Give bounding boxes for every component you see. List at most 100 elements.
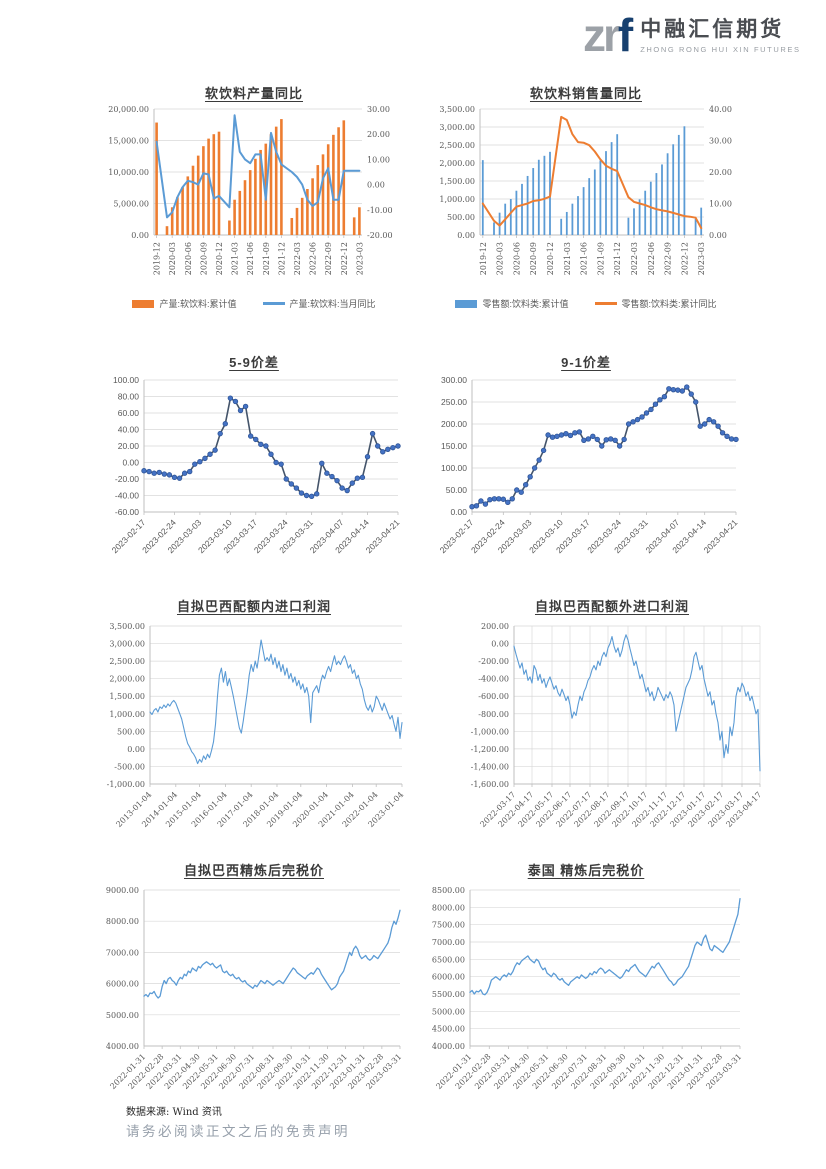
- svg-text:6000.00: 6000.00: [432, 973, 465, 982]
- legend-item: 产量:软饮料:当月同比: [262, 297, 376, 310]
- brazil-inquota-profit-chart: 3,500.00 3,000.00 2,500.00 2,000.00 1,500.00…: [107, 622, 406, 829]
- figure-5-9-spread: 5-9价差 100.00 80.00 60.00 40.00 20.00 0.00 -20.…: [96, 352, 412, 575]
- figure-brazil-refined-price: 自拟巴西精炼后完税价 9000.00 8000.00 7000.00 6000.00 5…: [96, 860, 412, 1113]
- figure-sales-yoy: 软饮料销售量同比 3,500.00 3,000.00 2,500.00 2,000.0…: [420, 83, 752, 310]
- svg-text:2020-12: 2020-12: [546, 242, 555, 275]
- legend-swatch-bar: [455, 299, 478, 308]
- figure-brazil-outquota-profit: 自拟巴西配额外进口利润 200.00 0.00 -200.00 -400.00 -600…: [452, 596, 772, 855]
- svg-text:-20.00: -20.00: [115, 474, 139, 484]
- svg-text:-1,400.00: -1,400.00: [471, 762, 509, 771]
- chart-legend: 零售额:饮料类:累计值 零售额:饮料类:累计同比: [420, 297, 752, 310]
- svg-text:8000.00: 8000.00: [106, 917, 139, 926]
- chart-title-brazil-outquota-profit: 自拟巴西配额外进口利润: [534, 599, 689, 614]
- svg-text:1,000.00: 1,000.00: [439, 195, 475, 204]
- svg-text:7000.00: 7000.00: [106, 948, 139, 957]
- legend-label: 产量:软饮料:当月同比: [289, 299, 376, 309]
- svg-text:9000.00: 9000.00: [106, 886, 139, 895]
- svg-text:60.00: 60.00: [118, 408, 140, 418]
- figure-thailand-refined-price: 泰国 精炼后完税价 8500.00 8000.00 7500.00 7000.00 65…: [420, 860, 752, 1113]
- logo-name-en: ZHONG RONG HUI XIN FUTURES: [640, 44, 801, 54]
- svg-text:2022-12: 2022-12: [680, 242, 689, 275]
- svg-text:2,500.00: 2,500.00: [439, 141, 475, 150]
- 9-1-spread-chart: 300.00 250.00 200.00 150.00 100.00 50.00 0.00 2…: [438, 375, 740, 555]
- svg-text:2020-06: 2020-06: [512, 242, 521, 275]
- company-logo: zrf 中融汇信期货 ZHONG RONG HUI XIN FUTURES: [583, 10, 801, 60]
- svg-text:5500.00: 5500.00: [432, 990, 465, 999]
- svg-text:-800.00: -800.00: [478, 710, 509, 719]
- production-yoy-chart: 20,000.00 15,000.00 10,000.00 5,000.00 0.00 3…: [108, 105, 393, 275]
- svg-text:0.00: 0.00: [457, 231, 475, 240]
- chart-title-9-1-spread: 9-1价差: [561, 355, 611, 370]
- svg-text:2023-03: 2023-03: [697, 242, 706, 275]
- data-source-note: 数据来源: Wind 资讯: [126, 1107, 222, 1118]
- figure-9-1-spread: 9-1价差 300.00 250.00 200.00 150.00 100.00 50.0…: [420, 352, 752, 575]
- legend-item: 零售额:饮料类:累计同比: [594, 297, 717, 310]
- svg-text:100.00: 100.00: [113, 375, 139, 385]
- legend-swatch-line: [262, 302, 285, 305]
- svg-text:2022-03: 2022-03: [293, 242, 302, 275]
- svg-text:2021-09: 2021-09: [596, 242, 605, 275]
- svg-text:20.00: 20.00: [118, 441, 140, 451]
- svg-text:2020-12: 2020-12: [215, 242, 224, 275]
- svg-text:3,000.00: 3,000.00: [109, 640, 145, 649]
- figure-brazil-inquota-profit: 自拟巴西配额内进口利润 3,500.00 3,000.00 2,500.00 2,00…: [96, 596, 412, 855]
- figure-production-yoy: 软饮料产量同比 20,000.00 15,000.00 10,000.00 5,000…: [98, 83, 410, 310]
- legend-item: 零售额:饮料类:累计值: [455, 297, 569, 310]
- svg-text:2023-03: 2023-03: [355, 242, 364, 275]
- svg-text:20,000.00: 20,000.00: [108, 105, 149, 114]
- chart-title-sales-yoy: 软饮料销售量同比: [529, 86, 642, 101]
- svg-text:-40.00: -40.00: [115, 491, 139, 501]
- svg-text:4000.00: 4000.00: [106, 1042, 139, 1051]
- svg-text:0.00: 0.00: [131, 231, 149, 240]
- svg-text:5000.00: 5000.00: [432, 1007, 465, 1016]
- svg-text:2019-12: 2019-12: [153, 242, 162, 275]
- legend-item: 产量:软饮料:累计值: [132, 297, 237, 310]
- svg-text:250.00: 250.00: [441, 397, 467, 407]
- svg-text:-20.00: -20.00: [367, 231, 393, 240]
- logo-mark-zr: zr: [583, 9, 621, 61]
- svg-text:10,000.00: 10,000.00: [108, 168, 149, 177]
- legend-label: 零售额:饮料类:累计值: [482, 299, 569, 309]
- svg-text:150.00: 150.00: [441, 441, 467, 451]
- brazil-outquota-profit-chart: 200.00 0.00 -200.00 -400.00 -600.00 -800.00 -1…: [471, 622, 764, 829]
- svg-text:-1,000.00: -1,000.00: [107, 780, 145, 789]
- svg-text:0.00: 0.00: [450, 507, 467, 517]
- svg-text:2020-03: 2020-03: [168, 242, 177, 275]
- svg-text:5000.00: 5000.00: [106, 1011, 139, 1020]
- svg-text:0.00: 0.00: [127, 745, 145, 754]
- svg-text:1,500.00: 1,500.00: [109, 692, 145, 701]
- svg-text:2023-04-21: 2023-04-21: [702, 517, 740, 555]
- svg-text:2021-12: 2021-12: [277, 242, 286, 275]
- svg-text:-10.00: -10.00: [367, 206, 393, 215]
- svg-text:1,000.00: 1,000.00: [109, 710, 145, 719]
- legend-label: 零售额:饮料类:累计同比: [621, 299, 717, 309]
- svg-text:-200.00: -200.00: [478, 657, 509, 666]
- 5-9-spread-chart: 100.00 80.00 60.00 40.00 20.00 0.00 -20.00 -40.…: [110, 375, 402, 555]
- logo-mark-f: f: [617, 9, 633, 61]
- svg-text:2,500.00: 2,500.00: [109, 657, 145, 666]
- svg-text:2021-12: 2021-12: [613, 242, 622, 275]
- logo-name-cn: 中融汇信期货: [640, 17, 785, 41]
- svg-text:3,500.00: 3,500.00: [439, 105, 475, 114]
- svg-text:2022-03: 2022-03: [630, 242, 639, 275]
- svg-text:-600.00: -600.00: [478, 692, 509, 701]
- svg-text:0.00: 0.00: [122, 458, 139, 468]
- legend-swatch-line: [594, 302, 617, 305]
- svg-text:100.00: 100.00: [441, 463, 467, 473]
- svg-text:3,000.00: 3,000.00: [439, 123, 475, 132]
- svg-text:2021-06: 2021-06: [246, 242, 255, 275]
- svg-text:2021-03: 2021-03: [231, 242, 240, 275]
- sales-yoy-chart: 3,500.00 3,000.00 2,500.00 2,000.00 1,500.00…: [439, 105, 732, 275]
- svg-text:-60.00: -60.00: [115, 507, 139, 517]
- svg-text:500.00: 500.00: [447, 213, 475, 222]
- svg-text:2021-06: 2021-06: [580, 242, 589, 275]
- svg-text:-400.00: -400.00: [478, 675, 509, 684]
- svg-text:-1,200.00: -1,200.00: [471, 745, 509, 754]
- legend-label: 产量:软饮料:累计值: [159, 299, 237, 309]
- svg-text:40.00: 40.00: [118, 425, 140, 435]
- svg-text:2020-06: 2020-06: [184, 242, 193, 275]
- svg-text:4500.00: 4500.00: [432, 1025, 465, 1034]
- svg-text:0.00: 0.00: [709, 231, 727, 240]
- svg-text:2022-06: 2022-06: [309, 242, 318, 275]
